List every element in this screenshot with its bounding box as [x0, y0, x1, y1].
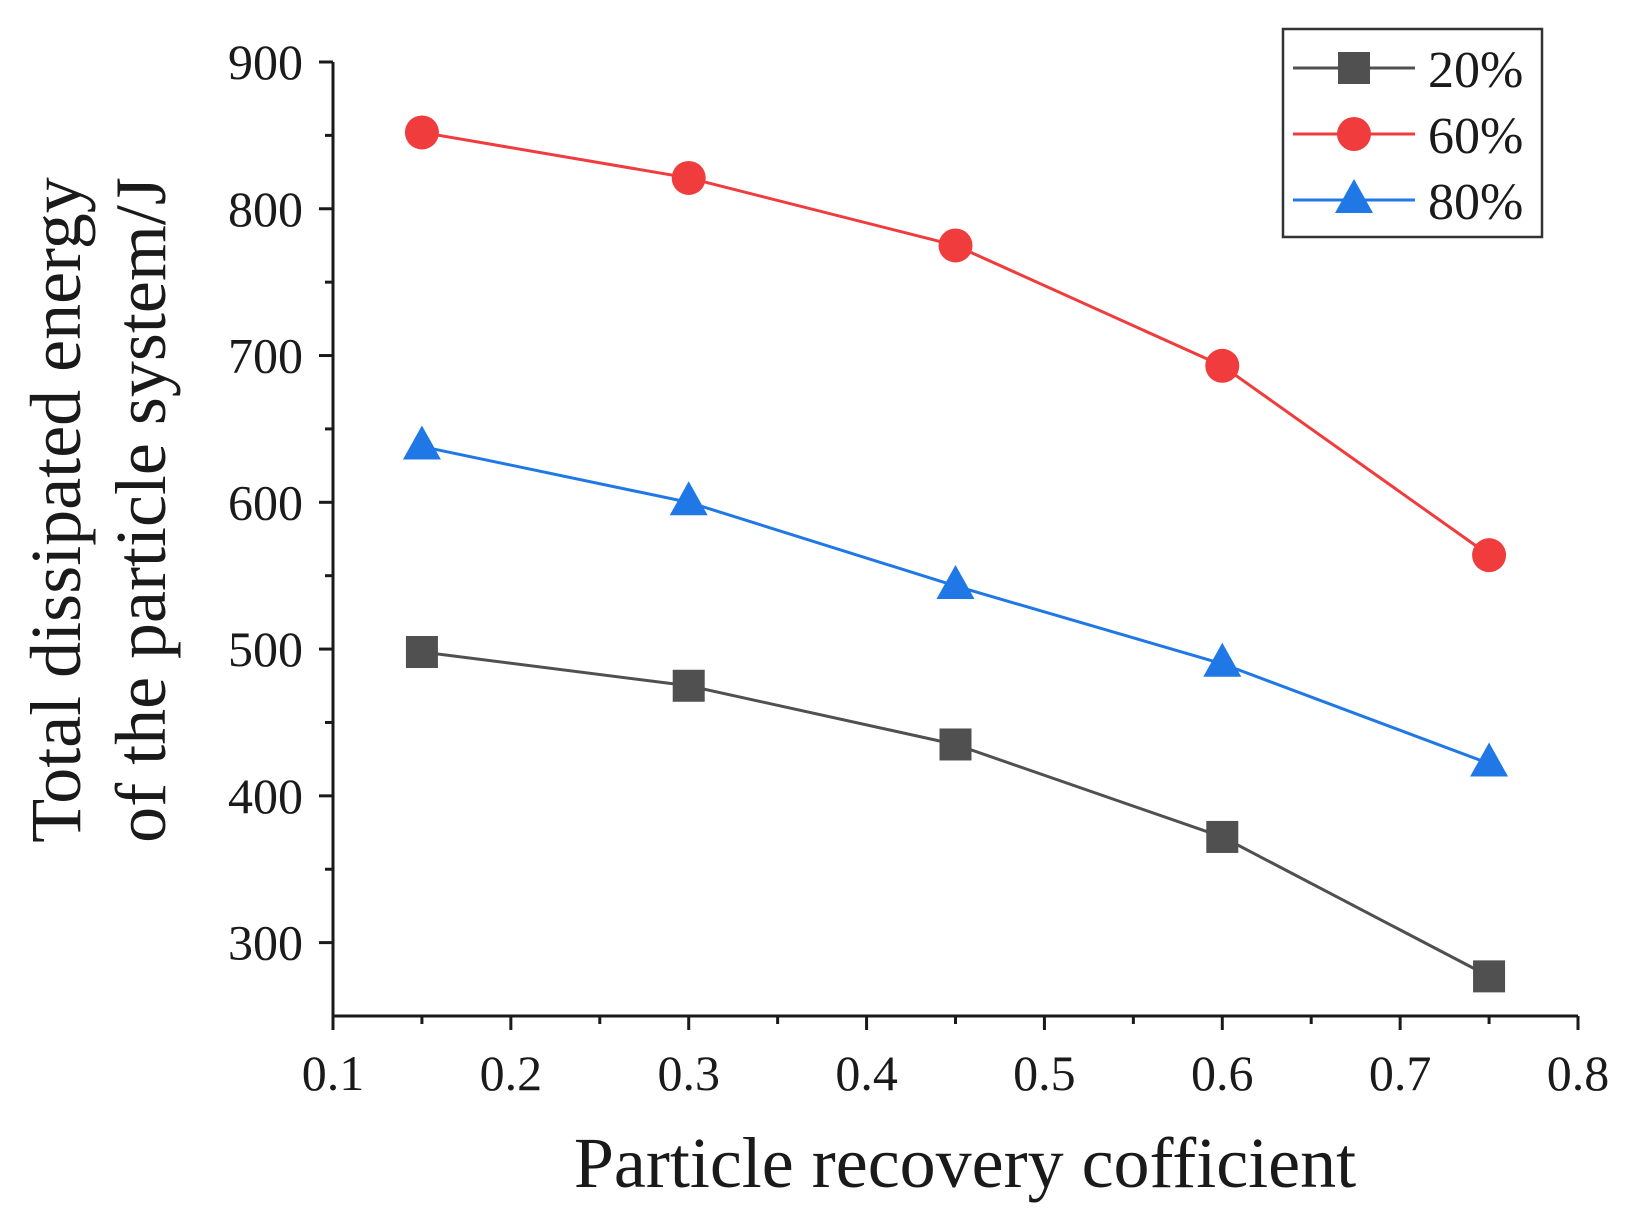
data-point-60pct — [1205, 348, 1240, 383]
data-point-80pct — [669, 481, 708, 516]
x-tick-label: 0.4 — [835, 1045, 898, 1101]
data-point-60pct — [404, 115, 439, 150]
legend-label-80pct: 80% — [1428, 174, 1523, 231]
data-point-80pct — [1203, 642, 1242, 677]
x-tick-label: 0.2 — [480, 1045, 543, 1101]
axes: 0.1 0.2 0.3 0.4 0.5 0.6 0.7 0.8 300 400 500 600 700 8… — [228, 34, 1609, 1101]
series-20pct — [405, 636, 1506, 993]
x-tick-label: 0.8 — [1547, 1045, 1610, 1101]
data-point-80pct — [1470, 742, 1509, 777]
legend-item-20pct: 20% — [1293, 42, 1523, 99]
data-point-80pct — [402, 425, 441, 460]
legend-marker-60pct — [1337, 117, 1371, 151]
y-tick-label: 400 — [228, 768, 303, 824]
data-point-60pct — [1472, 538, 1507, 573]
data-point-20pct — [405, 636, 438, 669]
legend: 20% 60% 80% — [1281, 27, 1544, 239]
legend-label-60pct: 60% — [1428, 108, 1523, 165]
series-line-80pct — [421, 445, 1490, 765]
y-axis-title-line1: Total dissipated energy — [16, 177, 96, 842]
x-tick-label: 0.5 — [1013, 1045, 1076, 1101]
data-point-20pct — [672, 669, 705, 702]
data-point-20pct — [1206, 820, 1239, 853]
legend-label-20pct: 20% — [1428, 42, 1523, 99]
y-tick-label: 900 — [228, 34, 303, 90]
series-layer — [402, 115, 1509, 993]
x-tick-label: 0.3 — [657, 1045, 720, 1101]
x-tick-label: 0.1 — [302, 1045, 365, 1101]
y-tick-label: 300 — [228, 915, 303, 971]
y-tick-label: 600 — [228, 474, 303, 530]
legend-marker-20pct — [1338, 52, 1370, 84]
series-80pct — [402, 425, 1509, 777]
series-60pct — [404, 115, 1507, 573]
x-axis-title: Particle recovery cofficient — [574, 1123, 1356, 1203]
data-point-60pct — [938, 228, 973, 263]
x-tick-label: 0.6 — [1191, 1045, 1254, 1101]
y-axis-title: Total dissipated energy of the particle … — [16, 177, 181, 843]
y-tick-label: 700 — [228, 328, 303, 384]
y-axis-title-line2: of the particle system/J — [101, 177, 181, 843]
data-point-20pct — [1473, 960, 1506, 993]
data-point-80pct — [936, 564, 975, 599]
y-tick-label: 800 — [228, 181, 303, 237]
legend-item-80pct: 80% — [1293, 174, 1523, 231]
legend-item-60pct: 60% — [1293, 108, 1523, 165]
series-line-20pct — [421, 650, 1490, 978]
x-tick-label: 0.7 — [1369, 1045, 1432, 1101]
data-point-60pct — [671, 160, 706, 195]
y-tick-label: 500 — [228, 621, 303, 677]
legend-marker-80pct — [1335, 179, 1373, 213]
data-point-20pct — [939, 728, 972, 761]
